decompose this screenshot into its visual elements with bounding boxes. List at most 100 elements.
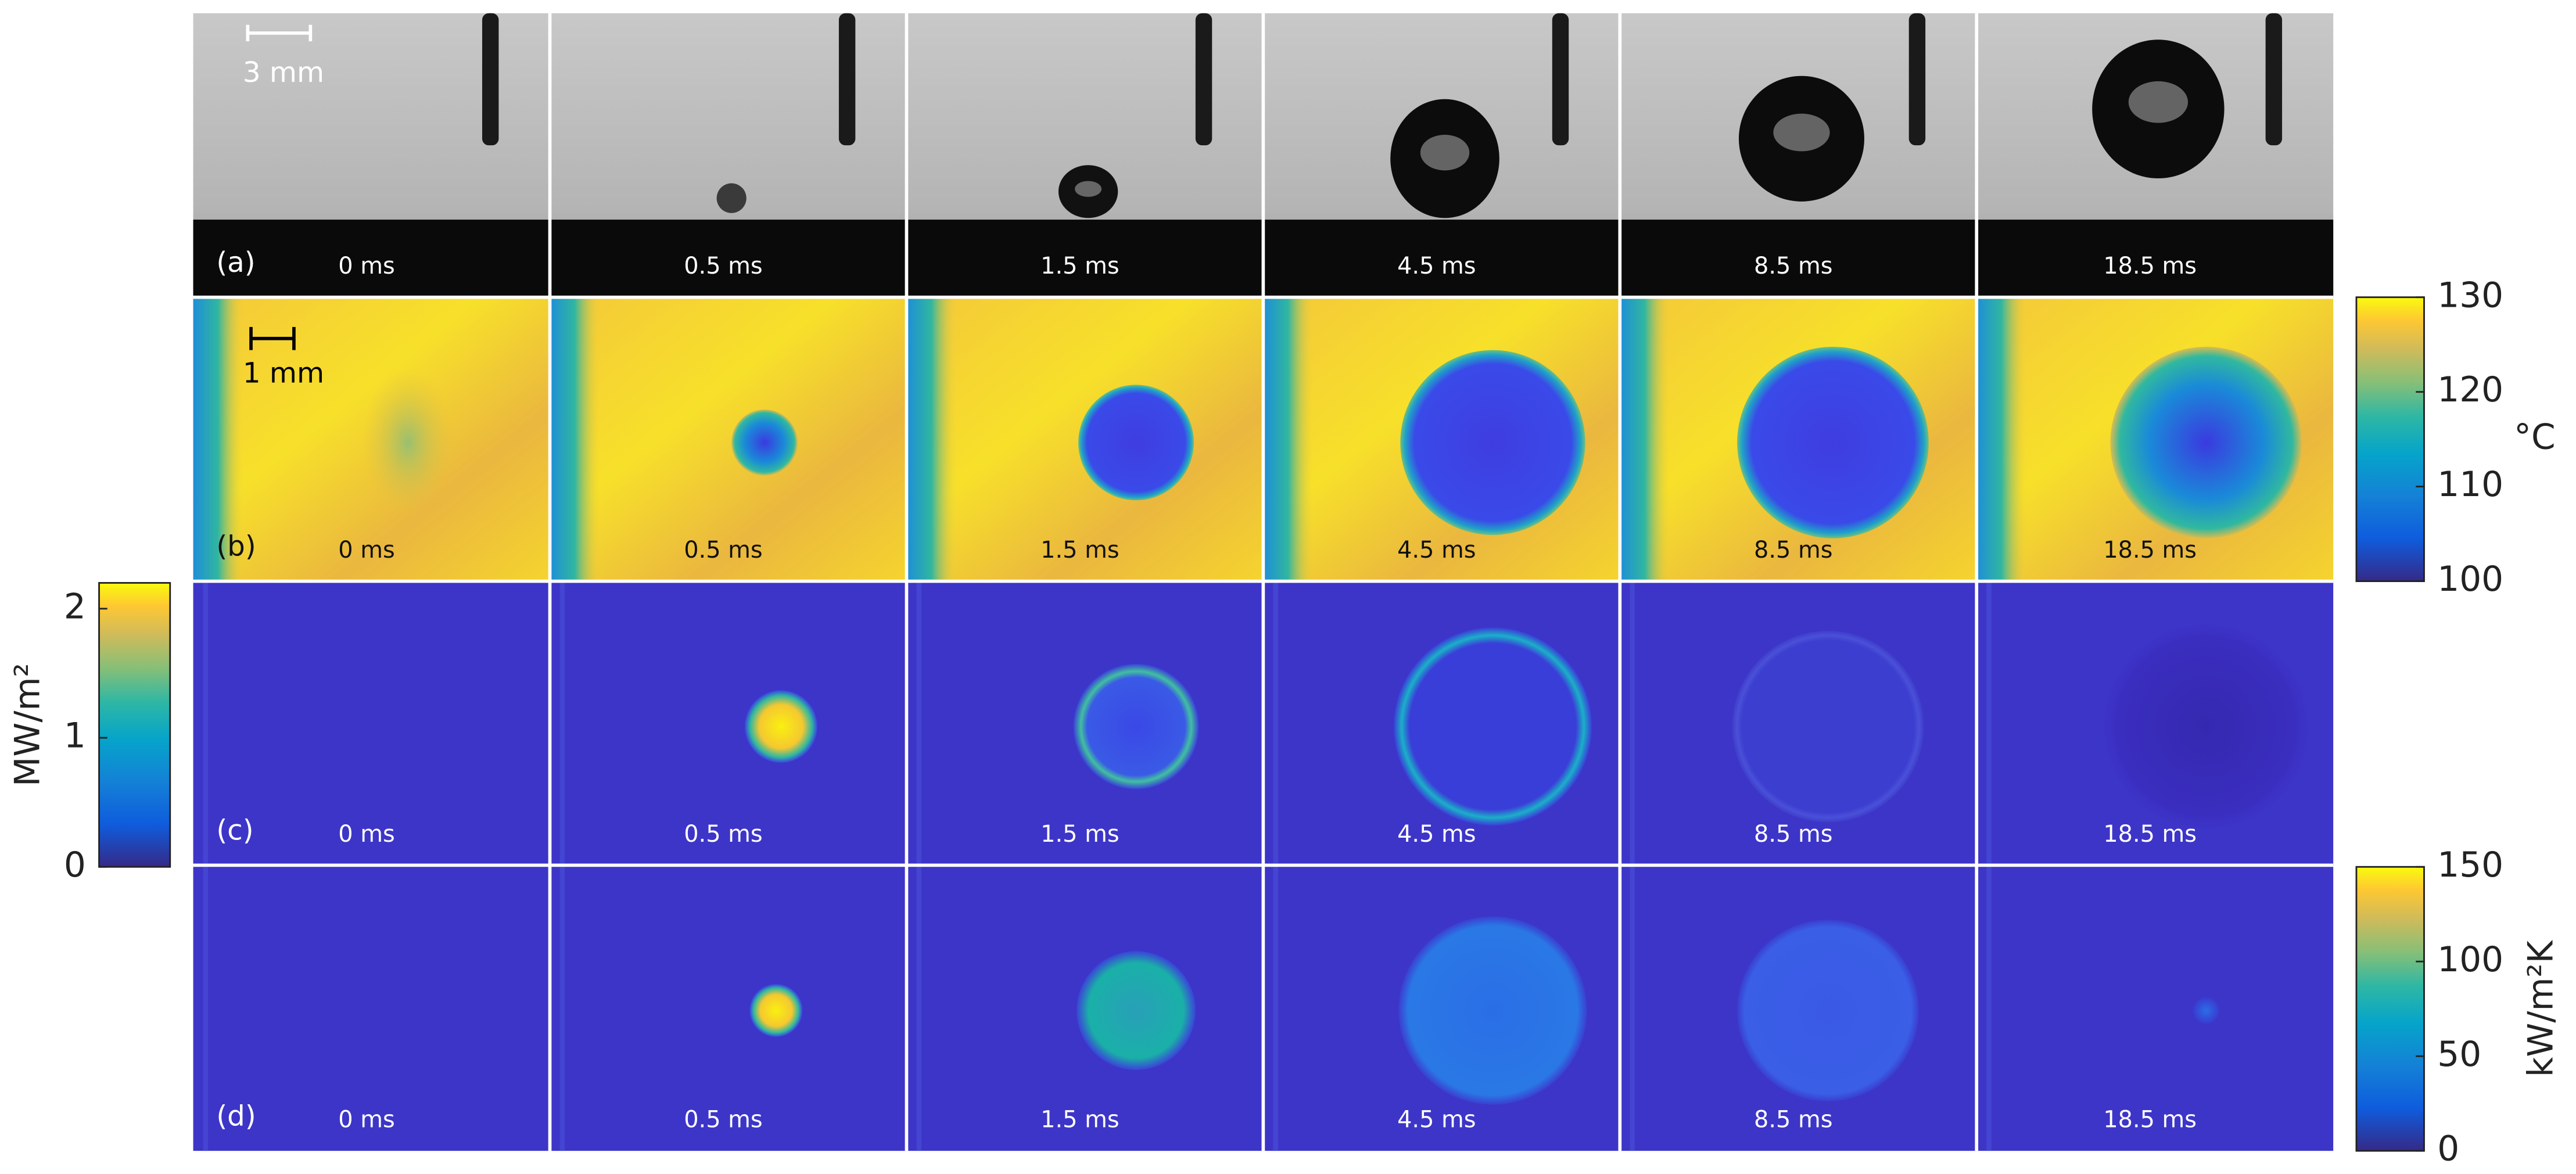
cool-edge bbox=[1620, 297, 1670, 581]
droplet bbox=[716, 183, 747, 213]
row-label: (b) bbox=[216, 530, 256, 563]
time-label: 8.5 ms bbox=[1754, 537, 1832, 563]
colorbar-tick-label: 0 bbox=[2437, 1129, 2459, 1169]
image-panel: 4.5 ms bbox=[1263, 865, 1620, 1151]
row-label: (c) bbox=[216, 814, 253, 847]
colorbar-gradient bbox=[98, 581, 171, 868]
needle bbox=[482, 13, 499, 146]
image-panel: 1.5 ms bbox=[906, 297, 1264, 581]
colorbar-unit: °C bbox=[2514, 418, 2556, 458]
image-panel: 18.5 ms bbox=[1976, 297, 2334, 581]
colorbar-tick-label: 50 bbox=[2437, 1035, 2481, 1075]
droplet bbox=[731, 409, 798, 476]
droplet bbox=[1737, 346, 1929, 538]
time-label: 0 ms bbox=[338, 821, 394, 848]
image-panel: 8.5 ms bbox=[1620, 865, 1977, 1151]
cool-edge bbox=[193, 297, 243, 581]
droplet bbox=[2110, 346, 2302, 538]
colorbars: 100 110 120 130 °C 0 1 2 MW/m² 0 50 100 150 kW/m²K bbox=[8, 275, 2561, 1169]
colorbar-tick-label: 130 bbox=[2437, 275, 2503, 315]
time-label: 18.5 ms bbox=[2103, 253, 2197, 279]
time-label: 0.5 ms bbox=[684, 253, 762, 279]
ground-shadow bbox=[1976, 220, 2334, 297]
colorbar-tick-label: 1 bbox=[64, 716, 86, 756]
edge-streak bbox=[916, 865, 922, 1151]
row-label: (a) bbox=[216, 246, 255, 279]
panel-background bbox=[1976, 865, 2334, 1151]
time-label: 1.5 ms bbox=[1041, 253, 1119, 279]
image-panel: 8.5 ms bbox=[1620, 13, 1977, 297]
edge-streak bbox=[559, 865, 565, 1151]
time-label: 1.5 ms bbox=[1041, 537, 1119, 563]
droplet bbox=[361, 368, 454, 517]
time-label: 18.5 ms bbox=[2103, 537, 2197, 563]
time-label: 8.5 ms bbox=[1754, 821, 1832, 848]
panel-background bbox=[193, 581, 550, 866]
time-label: 0.5 ms bbox=[684, 821, 762, 848]
needle bbox=[1195, 13, 1212, 146]
image-panel: 0 ms (d) bbox=[193, 865, 550, 1151]
needle bbox=[1552, 13, 1569, 146]
time-label: 8.5 ms bbox=[1754, 1106, 1832, 1133]
time-label: 0 ms bbox=[338, 253, 394, 279]
time-label: 0 ms bbox=[338, 537, 394, 563]
colorbar-tick-label: 2 bbox=[64, 587, 86, 627]
time-label: 0.5 ms bbox=[684, 1106, 762, 1133]
image-panel: 0.5 ms bbox=[550, 865, 907, 1151]
edge-streak bbox=[1630, 581, 1635, 866]
image-panel: 4.5 ms bbox=[1263, 13, 1620, 297]
ground-shadow bbox=[1620, 220, 1977, 297]
colorbar-gradient bbox=[2355, 296, 2425, 582]
time-label: 4.5 ms bbox=[1397, 253, 1476, 279]
droplet bbox=[749, 984, 803, 1037]
time-label: 4.5 ms bbox=[1397, 1106, 1476, 1133]
panel-background bbox=[550, 297, 907, 581]
droplet bbox=[744, 690, 817, 763]
colorbar-tick-label: 110 bbox=[2437, 465, 2503, 505]
colorbar-unit: kW/m²K bbox=[2521, 939, 2561, 1077]
time-label: 4.5 ms bbox=[1397, 537, 1476, 563]
edge-streak bbox=[1273, 581, 1278, 866]
cool-edge bbox=[1976, 297, 2026, 581]
ground-shadow bbox=[193, 220, 550, 297]
panel-background bbox=[550, 865, 907, 1151]
panel-grid: 0 ms (a) 0.5 ms 1.5 ms 4.5 ms 8.5 ms 18.5 ms 0 … bbox=[193, 13, 2334, 1151]
image-panel: 0.5 ms bbox=[550, 297, 907, 581]
cool-edge bbox=[906, 297, 956, 581]
colorbar-tick-label: 150 bbox=[2437, 845, 2503, 885]
droplet bbox=[2193, 997, 2220, 1024]
time-label: 1.5 ms bbox=[1041, 1106, 1119, 1133]
image-panel: 0 ms (c) bbox=[193, 581, 550, 866]
scale-bar-label: 3 mm bbox=[243, 56, 324, 89]
row-label: (d) bbox=[216, 1100, 256, 1132]
image-panel: 0.5 ms bbox=[550, 581, 907, 866]
ground-shadow bbox=[550, 220, 907, 297]
image-panel: 1.5 ms bbox=[906, 581, 1264, 866]
droplet-highlight bbox=[2128, 81, 2188, 123]
cool-edge bbox=[550, 297, 600, 581]
time-label: 18.5 ms bbox=[2103, 821, 2197, 848]
edge-streak bbox=[916, 581, 922, 866]
image-panel: 0 ms (b) bbox=[193, 297, 550, 581]
time-label: 1.5 ms bbox=[1041, 821, 1119, 848]
droplet bbox=[1078, 385, 1194, 501]
colorbar-tick-label: 0 bbox=[64, 845, 86, 885]
edge-streak bbox=[1986, 865, 1992, 1151]
droplet-highlight bbox=[1773, 113, 1830, 152]
ground-shadow bbox=[906, 220, 1264, 297]
time-label: 8.5 ms bbox=[1754, 253, 1832, 279]
image-panel: 18.5 ms bbox=[1976, 581, 2334, 866]
droplet bbox=[2094, 614, 2319, 839]
droplet bbox=[1737, 920, 1919, 1101]
scale-bar-a: 3 mm bbox=[243, 24, 324, 89]
image-panel: 8.5 ms bbox=[1620, 297, 1977, 581]
image-panel: 18.5 ms bbox=[1976, 865, 2334, 1151]
colorbar-tick-label: 120 bbox=[2437, 370, 2503, 410]
scale-bar-line bbox=[246, 24, 313, 42]
droplet bbox=[1077, 951, 1196, 1070]
scale-bar-b: 1 mm bbox=[243, 326, 324, 389]
edge-streak bbox=[559, 581, 565, 866]
edge-streak bbox=[203, 865, 209, 1151]
droplet bbox=[1398, 916, 1587, 1105]
cool-edge bbox=[1263, 297, 1313, 581]
